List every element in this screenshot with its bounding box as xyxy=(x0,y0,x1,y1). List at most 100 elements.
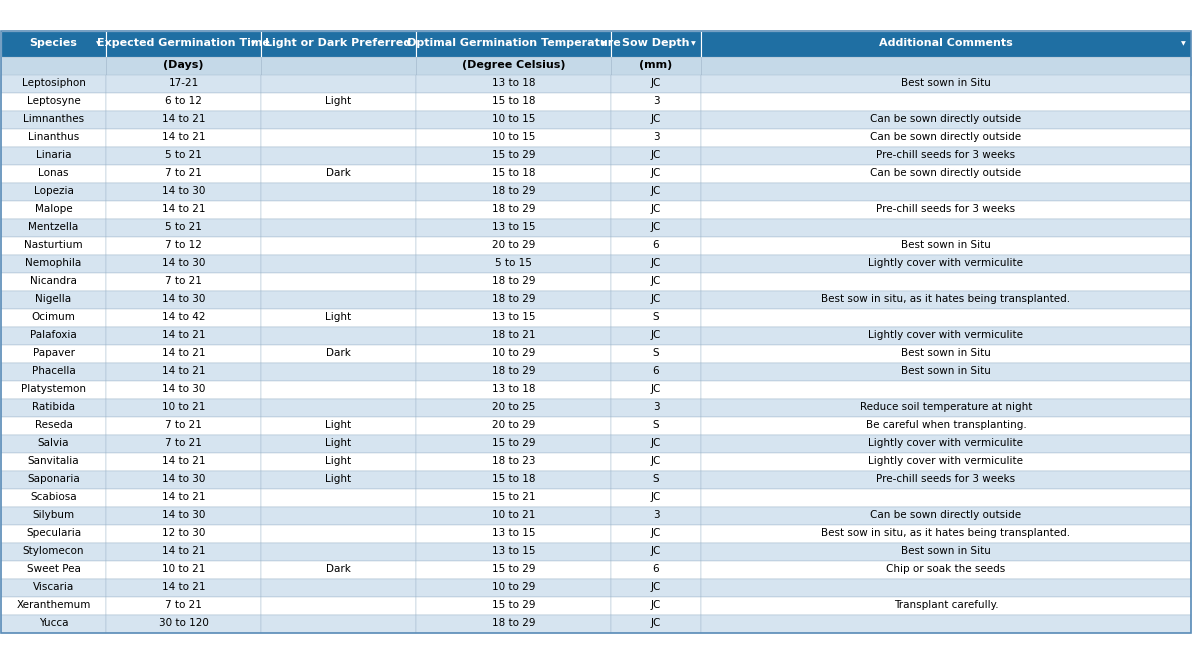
Bar xyxy=(611,524,701,542)
Bar xyxy=(701,200,1191,219)
Text: 20 to 29: 20 to 29 xyxy=(492,420,535,430)
Text: JC: JC xyxy=(651,115,662,125)
Text: 18 to 29: 18 to 29 xyxy=(492,186,535,196)
Bar xyxy=(106,326,261,345)
Bar xyxy=(701,345,1191,363)
Text: Sanvitalia: Sanvitalia xyxy=(27,457,80,467)
Bar xyxy=(611,363,701,381)
Text: Nemophila: Nemophila xyxy=(25,259,81,269)
Text: 18 to 21: 18 to 21 xyxy=(492,330,535,341)
Text: 10 to 29: 10 to 29 xyxy=(492,583,535,593)
Bar xyxy=(416,93,611,111)
Bar xyxy=(701,129,1191,147)
Bar xyxy=(261,56,416,74)
Bar xyxy=(1,164,106,182)
Text: JC: JC xyxy=(651,223,662,233)
Text: Can be sown directly outside: Can be sown directly outside xyxy=(870,511,1022,520)
Text: Ocimum: Ocimum xyxy=(31,312,75,322)
Text: ▼: ▼ xyxy=(405,41,410,46)
Bar xyxy=(416,560,611,579)
Text: Dark: Dark xyxy=(327,168,350,178)
Text: 14 to 42: 14 to 42 xyxy=(162,312,205,322)
Bar xyxy=(701,398,1191,416)
Bar xyxy=(416,471,611,489)
Text: JC: JC xyxy=(651,493,662,503)
Bar xyxy=(261,255,416,272)
Text: Light: Light xyxy=(325,438,352,448)
Bar xyxy=(701,290,1191,308)
Bar xyxy=(1,111,106,129)
Bar xyxy=(416,272,611,290)
Text: Scabiosa: Scabiosa xyxy=(30,493,76,503)
Bar xyxy=(106,524,261,542)
Bar xyxy=(1,471,106,489)
Text: JC: JC xyxy=(651,294,662,304)
Text: JC: JC xyxy=(651,601,662,611)
Bar xyxy=(416,30,611,56)
Text: 12 to 30: 12 to 30 xyxy=(162,528,205,538)
Bar xyxy=(106,200,261,219)
Bar xyxy=(416,129,611,147)
Text: Best sown in Situ: Best sown in Situ xyxy=(901,241,991,251)
Text: Nigella: Nigella xyxy=(36,294,72,304)
Text: Mentzella: Mentzella xyxy=(29,223,79,233)
Bar xyxy=(611,111,701,129)
Text: Be careful when transplanting.: Be careful when transplanting. xyxy=(865,420,1026,430)
Bar xyxy=(701,524,1191,542)
Text: 15 to 29: 15 to 29 xyxy=(492,151,535,160)
Bar xyxy=(261,381,416,398)
Bar xyxy=(611,560,701,579)
Bar xyxy=(1,381,106,398)
Bar xyxy=(701,93,1191,111)
Bar xyxy=(611,434,701,453)
Bar xyxy=(106,111,261,129)
Bar xyxy=(611,579,701,597)
Bar xyxy=(261,200,416,219)
Bar xyxy=(416,453,611,471)
Text: 3: 3 xyxy=(653,511,659,520)
Text: Stylomecon: Stylomecon xyxy=(23,546,85,556)
Text: 14 to 21: 14 to 21 xyxy=(162,349,205,359)
Text: JC: JC xyxy=(651,385,662,394)
Text: Pre-chill seeds for 3 weeks: Pre-chill seeds for 3 weeks xyxy=(876,151,1016,160)
Bar xyxy=(106,182,261,200)
Bar xyxy=(701,56,1191,74)
Text: JC: JC xyxy=(651,78,662,88)
Text: Lonas: Lonas xyxy=(38,168,69,178)
Bar xyxy=(416,416,611,434)
Text: S: S xyxy=(653,475,659,485)
Text: Light: Light xyxy=(325,475,352,485)
Text: S: S xyxy=(653,312,659,322)
Text: 20 to 25: 20 to 25 xyxy=(492,402,535,412)
Text: Can be sown directly outside: Can be sown directly outside xyxy=(870,168,1022,178)
Bar xyxy=(701,326,1191,345)
Bar xyxy=(416,398,611,416)
Bar xyxy=(1,129,106,147)
Text: (Days): (Days) xyxy=(163,60,204,70)
Bar xyxy=(106,308,261,326)
Text: Reduce soil temperature at night: Reduce soil temperature at night xyxy=(859,402,1032,412)
Text: Best sown in Situ: Best sown in Situ xyxy=(901,546,991,556)
Text: 14 to 21: 14 to 21 xyxy=(162,367,205,377)
Bar xyxy=(611,129,701,147)
Text: Specularia: Specularia xyxy=(26,528,81,538)
Bar xyxy=(611,56,701,74)
Bar xyxy=(1,147,106,164)
Bar xyxy=(611,30,701,56)
Bar xyxy=(106,290,261,308)
Text: Can be sown directly outside: Can be sown directly outside xyxy=(870,133,1022,143)
Bar xyxy=(701,111,1191,129)
Text: Lightly cover with vermiculite: Lightly cover with vermiculite xyxy=(869,259,1024,269)
Bar xyxy=(416,579,611,597)
Bar xyxy=(701,363,1191,381)
Text: 18 to 29: 18 to 29 xyxy=(492,294,535,304)
Text: Linanthus: Linanthus xyxy=(27,133,79,143)
Text: 13 to 15: 13 to 15 xyxy=(492,546,535,556)
Text: JC: JC xyxy=(651,259,662,269)
Bar xyxy=(416,434,611,453)
Bar xyxy=(611,290,701,308)
Text: 13 to 15: 13 to 15 xyxy=(492,528,535,538)
Text: (mm): (mm) xyxy=(639,60,672,70)
Text: Sow Depth: Sow Depth xyxy=(622,38,690,48)
Bar xyxy=(416,308,611,326)
